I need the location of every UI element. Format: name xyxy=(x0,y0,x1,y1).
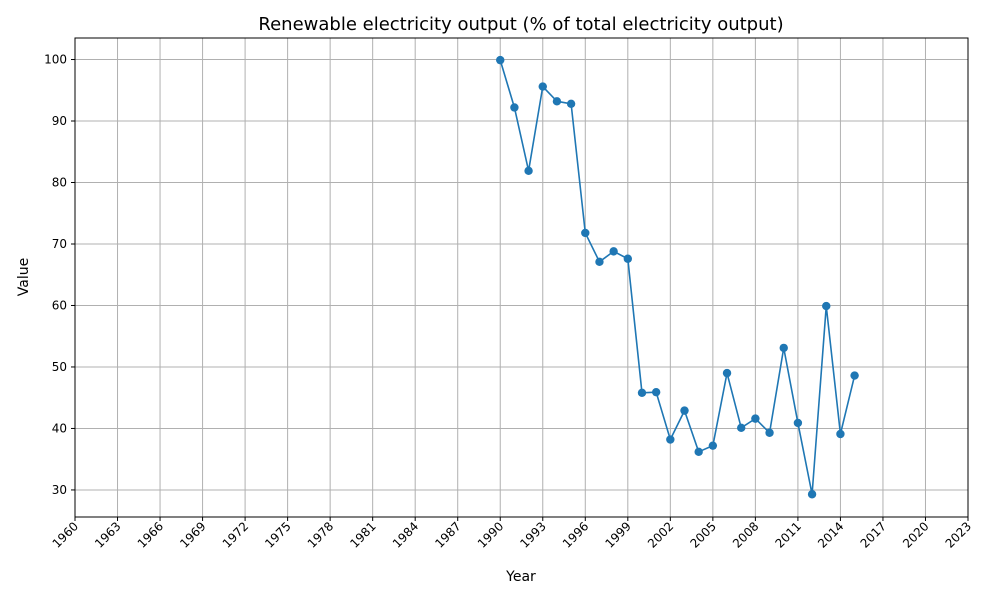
data-point xyxy=(637,388,647,397)
data-point xyxy=(524,166,533,176)
data-point xyxy=(694,447,703,457)
y-tick-label: 30 xyxy=(52,483,67,497)
data-point xyxy=(510,103,519,112)
data-point xyxy=(581,228,590,238)
data-point xyxy=(822,301,831,311)
data-point xyxy=(651,387,661,397)
y-tick-label: 60 xyxy=(52,298,67,312)
data-point xyxy=(496,55,505,65)
data-point xyxy=(850,371,859,380)
plot-frame xyxy=(74,37,969,518)
y-tick-label: 40 xyxy=(52,421,67,435)
data-point xyxy=(595,257,604,267)
data-point xyxy=(552,97,562,106)
y-axis-title: Value xyxy=(16,258,32,296)
y-tick-label: 70 xyxy=(52,237,67,251)
data-point xyxy=(722,368,732,378)
data-point xyxy=(666,435,675,444)
data-point xyxy=(538,82,547,91)
data-point xyxy=(779,343,788,353)
data-point xyxy=(680,406,689,415)
data-point xyxy=(751,414,760,423)
x-axis-title: Year xyxy=(505,569,536,585)
data-point xyxy=(737,423,746,433)
y-tick-label: 80 xyxy=(52,175,67,189)
data-point xyxy=(765,428,774,437)
data-point xyxy=(708,441,718,450)
y-tick-label: 90 xyxy=(52,114,67,128)
y-tick-label: 50 xyxy=(52,360,67,374)
chart-title: Renewable electricity output (% of total… xyxy=(258,14,783,35)
data-point xyxy=(566,99,576,108)
y-tick-label: 100 xyxy=(44,53,67,67)
series xyxy=(496,55,859,499)
axis-ticks: 1960 1963 1966 1969 1972 1975 1978 1981 1984 1987… xyxy=(44,53,974,551)
data-point xyxy=(623,254,633,263)
data-point xyxy=(807,490,817,499)
data-point xyxy=(793,418,803,428)
data-point xyxy=(836,429,845,439)
data-point xyxy=(609,247,618,256)
